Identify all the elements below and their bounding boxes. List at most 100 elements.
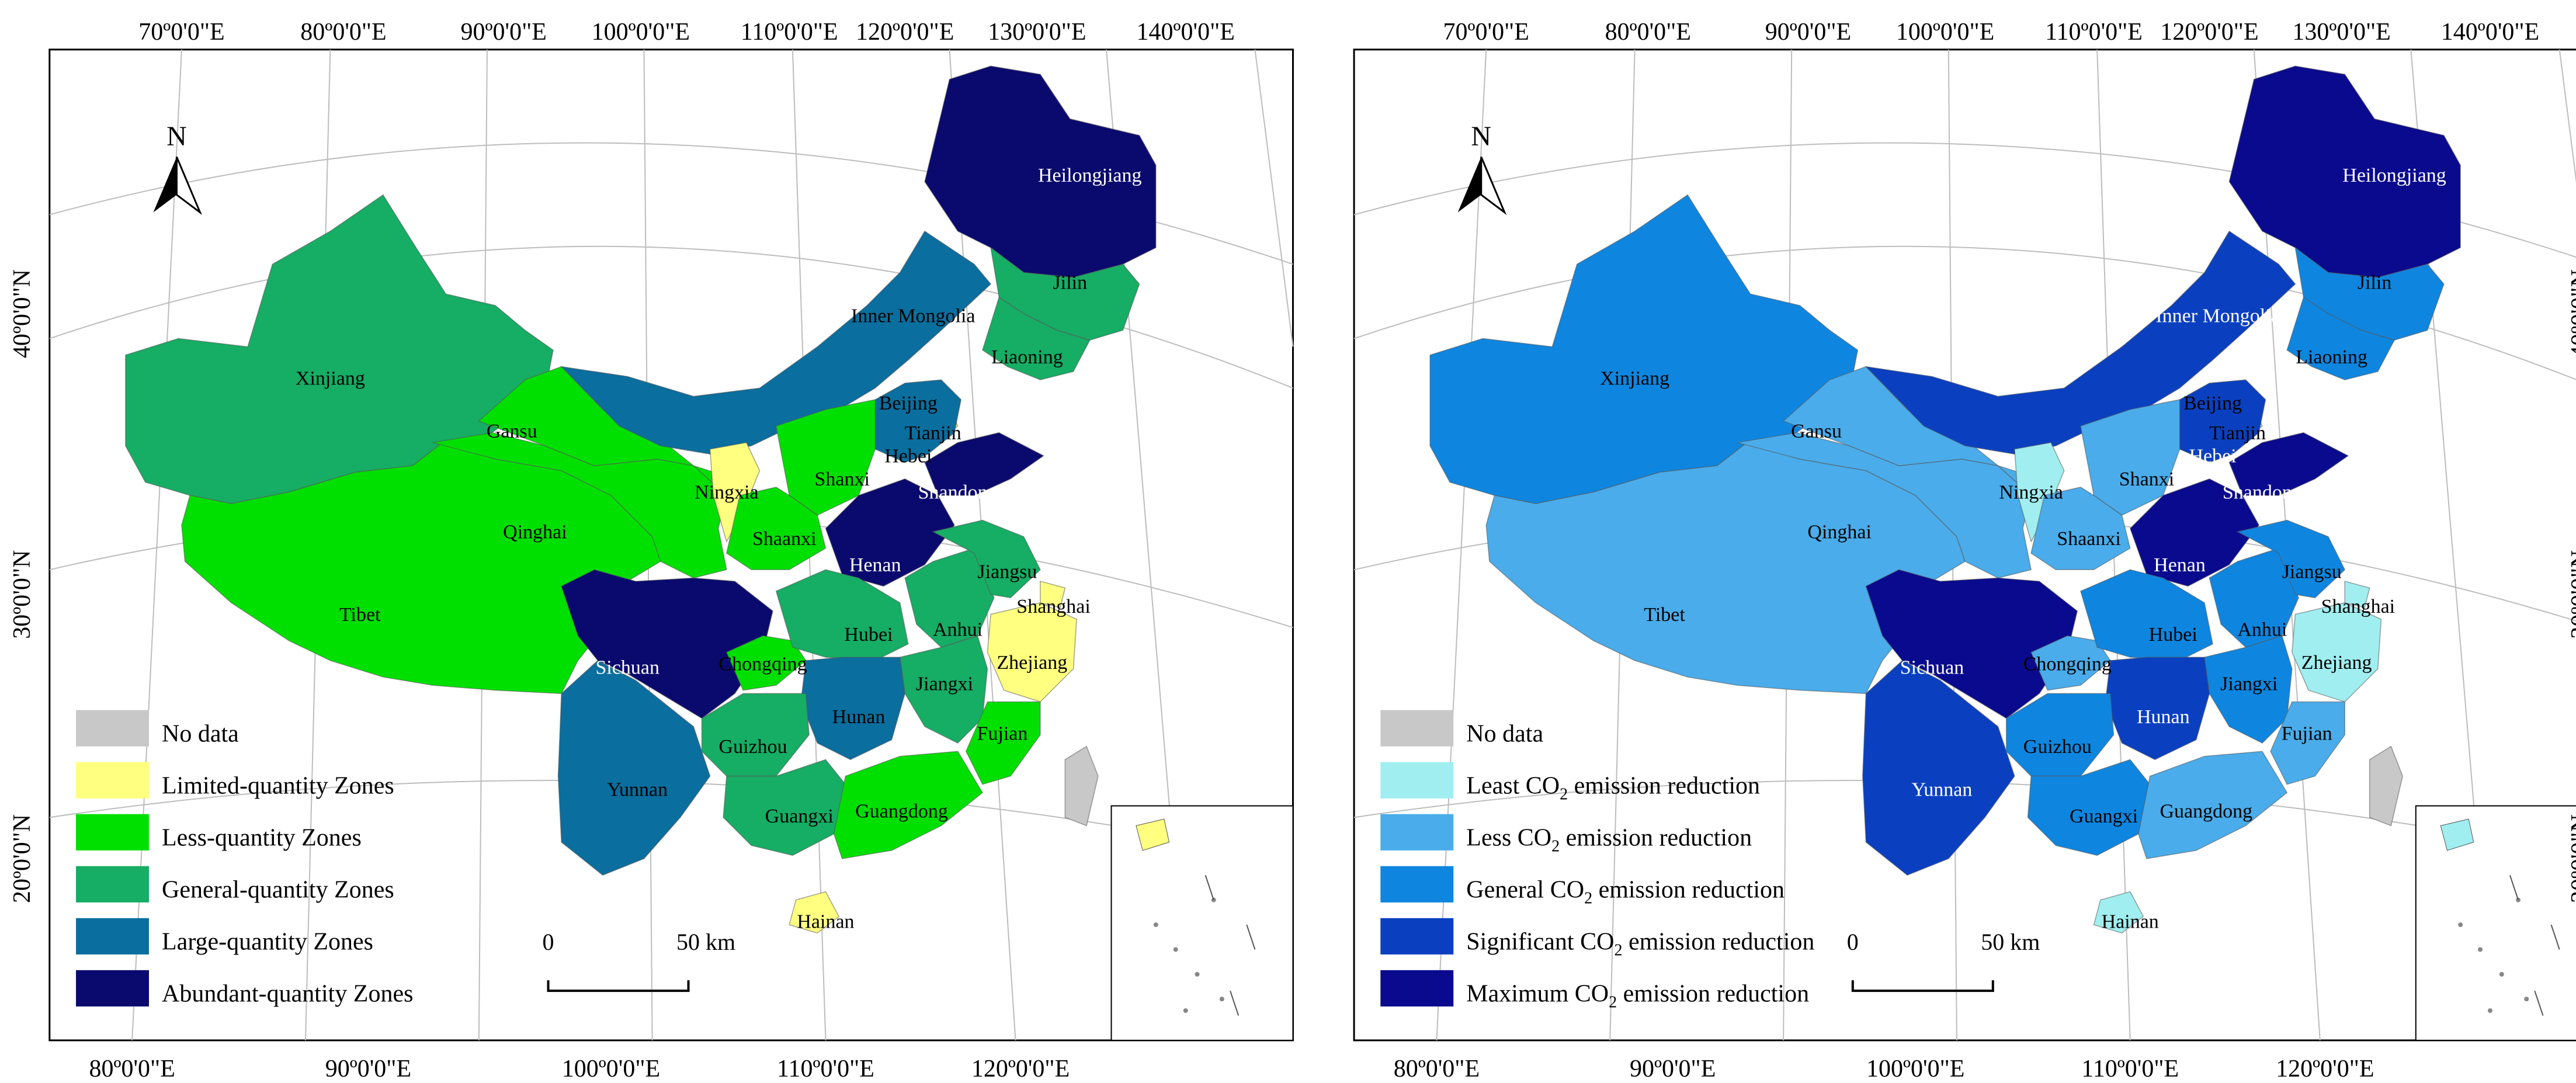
- longitude-label-bottom: 110º0'0"E: [777, 1056, 874, 1082]
- region-label: Jilin: [1053, 272, 1088, 294]
- latitude-label: 30º0'0"N: [2567, 550, 2576, 639]
- graticule-meridian: [1254, 49, 1294, 347]
- region-fujian: [2270, 701, 2345, 785]
- longitude-label-bottom: 110º0'0"E: [2081, 1056, 2179, 1082]
- legend-label: Abundant-quantity Zones: [162, 981, 413, 1008]
- inset-island-dot: [2488, 1008, 2492, 1013]
- region-jiangsu: [932, 519, 1041, 599]
- region-label: Tianjin: [2209, 422, 2266, 444]
- region-hainan: [789, 891, 840, 934]
- region-label: Guangdong: [855, 800, 948, 822]
- north-label: N: [166, 121, 187, 152]
- inset-island-dot: [1153, 922, 1158, 928]
- region-label: Liaoning: [2296, 346, 2367, 368]
- longitude-label-top: 90º0'0"E: [461, 19, 547, 46]
- north-arrow-icon: [153, 157, 177, 213]
- legend-label: No data: [162, 720, 239, 747]
- legend-label: Less-quantity Zones: [162, 824, 362, 851]
- scale-zero: 0: [1847, 929, 1859, 955]
- legend-label: Large-quantity Zones: [162, 928, 373, 955]
- region-label: Shandong: [2223, 482, 2302, 504]
- region-shandong: [924, 432, 1045, 496]
- region-label: Liaoning: [991, 346, 1063, 368]
- region-shaanxi: [2030, 487, 2131, 571]
- inset-boundary: [2550, 924, 2560, 950]
- longitude-label-bottom: 90º0'0"E: [1630, 1056, 1716, 1082]
- inset-island: [1136, 818, 1170, 851]
- longitude-label-top: 140º0'0"E: [2441, 19, 2539, 46]
- legend-label: Maximum CO2 emission reduction: [1466, 981, 1809, 1012]
- region-label: Jiangxi: [2220, 674, 2278, 695]
- longitude-label-bottom: 100º0'0"E: [562, 1056, 660, 1082]
- legend-swatch: [1380, 710, 1454, 747]
- region-label: Sichuan: [595, 657, 659, 678]
- longitude-label-top: 110º0'0"E: [741, 19, 838, 46]
- region-label: Anhui: [933, 619, 983, 640]
- region-label: Hainan: [2102, 911, 2159, 933]
- longitude-label-top: 100º0'0"E: [592, 19, 690, 46]
- region-label: Shaanxi: [2057, 528, 2121, 550]
- region-hainan: [2093, 891, 2144, 934]
- region-label: Ningxia: [695, 482, 759, 504]
- region-shanghai: [1040, 581, 1066, 609]
- region-hubei: [2080, 569, 2213, 661]
- north-label: N: [1471, 121, 1491, 152]
- legend-swatch: [76, 710, 149, 747]
- region-label: Henan: [849, 554, 901, 576]
- region-shandong: [2228, 432, 2349, 496]
- inset-island-dot: [2499, 971, 2504, 977]
- inset-boundary: [2534, 990, 2544, 1016]
- region-label: Hubei: [2149, 624, 2197, 645]
- region-label: Fujian: [977, 723, 1027, 744]
- longitude-label-bottom: 80º0'0"E: [1394, 1056, 1480, 1082]
- region-label: Beijing: [879, 393, 938, 414]
- inset-island-dot: [2458, 922, 2463, 928]
- scale-value: 50 km: [1981, 929, 2040, 955]
- region-zhejiang: [987, 602, 1077, 703]
- region-label: Shandong: [918, 482, 998, 504]
- region-label: Shanghai: [2321, 596, 2396, 617]
- region-label: Fujian: [2282, 723, 2332, 744]
- region-label: Jiangxi: [916, 674, 973, 695]
- region-label: Inner Mongolia: [851, 305, 975, 327]
- inset-island-dot: [1219, 997, 1224, 1002]
- region-label: Hebei: [2189, 446, 2236, 467]
- region-hebei: [874, 379, 962, 463]
- left-map-panel: Xinjiang Tibet Qinghai Gansu Inner Mongolia H…: [9, 19, 1294, 1082]
- legend-label: No data: [1466, 720, 1543, 747]
- region-label: Chongqing: [718, 654, 807, 675]
- legend-swatch: [76, 814, 149, 851]
- region-yunnan: [557, 659, 711, 876]
- legend-label: General CO2 emission reduction: [1466, 876, 1785, 907]
- region-liaoning: [982, 296, 1091, 380]
- region-taiwan: [2369, 745, 2403, 827]
- region-label: Xinjiang: [296, 368, 365, 390]
- longitude-label-bottom: 120º0'0"E: [971, 1056, 1070, 1082]
- legend-label: Least CO2 emission reduction: [1466, 772, 1760, 803]
- region-guizhou: [2005, 693, 2115, 777]
- longitude-label-top: 80º0'0"E: [1605, 19, 1691, 46]
- region-guangdong: [2138, 751, 2288, 859]
- region-label: Shaanxi: [752, 528, 817, 550]
- region-label: Xinjiang: [1600, 368, 1669, 390]
- region-label: Qinghai: [1807, 522, 1872, 543]
- region-label: Shanxi: [815, 468, 870, 490]
- scale-zero: 0: [543, 929, 554, 955]
- region-label: Guangdong: [2160, 800, 2252, 822]
- legend-swatch: [1380, 762, 1454, 799]
- region-label: Inner Mongolia: [2155, 305, 2279, 327]
- longitude-label-top: 80º0'0"E: [300, 19, 386, 46]
- region-guangdong: [833, 751, 984, 859]
- legend-swatch: [1380, 970, 1454, 1007]
- legend-swatch: [76, 918, 149, 954]
- inset-island-dot: [1195, 971, 1200, 977]
- region-label: Jilin: [2358, 272, 2392, 294]
- region-label: Tibet: [1644, 604, 1685, 626]
- longitude-label-bottom: 80º0'0"E: [89, 1056, 175, 1082]
- latitude-label: 40º0'0"N: [9, 269, 36, 358]
- region-label: Guizhou: [719, 736, 787, 758]
- legend-label: Less CO2 emission reduction: [1466, 824, 1752, 855]
- region-label: Qinghai: [503, 522, 567, 543]
- region-yunnan: [1862, 659, 2015, 876]
